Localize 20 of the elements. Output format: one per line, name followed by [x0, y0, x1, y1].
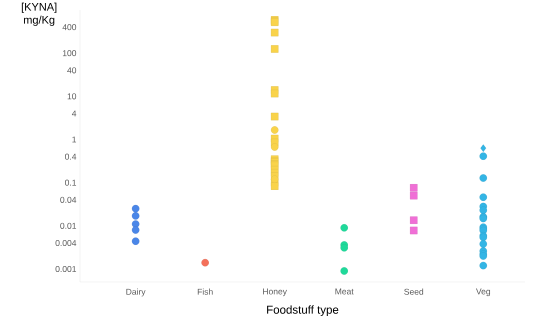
y-tick-label: 0.04 — [60, 196, 76, 203]
x-tick-label: Veg — [476, 288, 490, 296]
x-tick-label: Honey — [263, 288, 287, 296]
y-tick-label: 100 — [62, 50, 76, 56]
y-tick-label: 10 — [68, 93, 76, 100]
x-tick-label: Fish — [198, 288, 213, 295]
x-axis-title: Foodstuff type — [267, 305, 338, 316]
y-tick-label: 400 — [62, 24, 76, 30]
y-tick-label: 4 — [72, 110, 76, 116]
x-tick-label: Dairy — [126, 288, 146, 296]
x-tick-label: Meat — [335, 288, 354, 294]
y-tick-label: 0.4 — [64, 154, 76, 160]
y-axis-title: [KYNA] mg/Kg — [22, 2, 56, 26]
x-tick-label: Seed — [404, 288, 424, 295]
y-tick-label: 40 — [67, 67, 76, 74]
y-tick-label: 1 — [72, 136, 76, 142]
y-tick-label: 0.01 — [60, 222, 76, 229]
y-tick-label: 0.004 — [56, 240, 76, 246]
y-tick-label: 0.001 — [56, 266, 76, 272]
y-tick-label: 0.1 — [64, 180, 76, 186]
